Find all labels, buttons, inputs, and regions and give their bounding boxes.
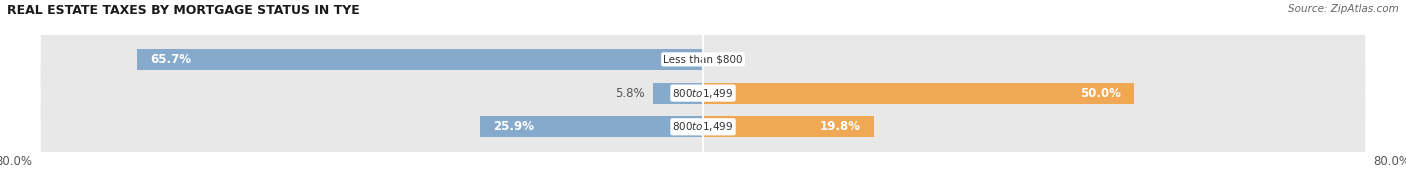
Text: $800 to $1,499: $800 to $1,499 [672, 87, 734, 100]
FancyBboxPatch shape [41, 58, 1365, 129]
Text: 0.0%: 0.0% [711, 53, 741, 66]
Text: 50.0%: 50.0% [1080, 87, 1121, 100]
Text: 25.9%: 25.9% [494, 120, 534, 133]
Bar [652, 83, 703, 104]
Bar [703, 83, 1133, 104]
Text: Less than $800: Less than $800 [664, 54, 742, 64]
Text: 65.7%: 65.7% [150, 53, 191, 66]
Bar [703, 116, 873, 137]
FancyBboxPatch shape [41, 91, 1365, 162]
Text: 5.8%: 5.8% [614, 87, 644, 100]
Bar [138, 49, 703, 70]
Text: REAL ESTATE TAXES BY MORTGAGE STATUS IN TYE: REAL ESTATE TAXES BY MORTGAGE STATUS IN … [7, 4, 360, 17]
Text: 19.8%: 19.8% [820, 120, 860, 133]
Text: Source: ZipAtlas.com: Source: ZipAtlas.com [1288, 4, 1399, 14]
FancyBboxPatch shape [41, 24, 1365, 95]
Bar [479, 116, 703, 137]
Text: $800 to $1,499: $800 to $1,499 [672, 120, 734, 133]
